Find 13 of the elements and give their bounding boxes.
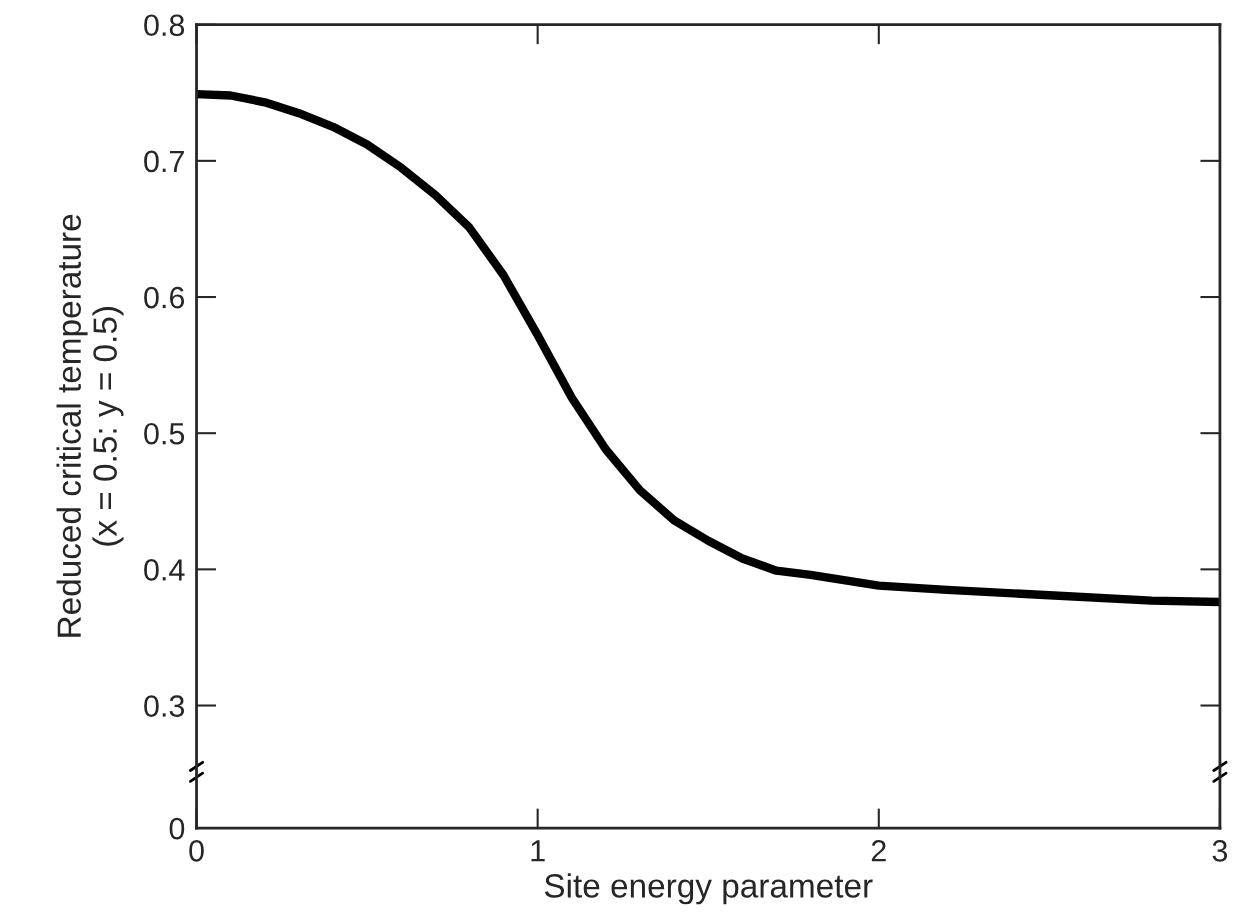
x-tick-label: 3 [1212, 840, 1228, 862]
x-tick-label: 0 [189, 840, 204, 862]
x-axis-title: Site energy parameter [544, 873, 873, 905]
y-tick-label: 0.8 [144, 14, 185, 37]
y-tick-label: 0.3 [144, 695, 185, 717]
y-tick-label: 0.5 [144, 422, 185, 445]
x-tick-label: 2 [871, 840, 886, 862]
x-tick-label: 1 [531, 840, 545, 862]
y-tick-label: 0 [169, 817, 185, 840]
y-tick-label: 0.6 [144, 286, 185, 309]
y-tick-label: 0.4 [144, 559, 185, 581]
y-tick-label: 0.7 [144, 150, 184, 173]
y-axis-title: Reduced critical temperature (x = 0.5: y = 0.5) [56, 214, 124, 637]
